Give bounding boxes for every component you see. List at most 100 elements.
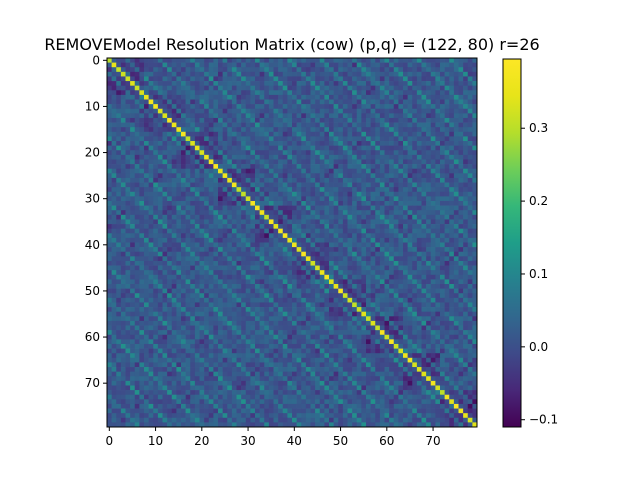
heatmap-cell — [449, 173, 455, 179]
heatmap-cell — [153, 297, 159, 303]
heatmap-cell — [393, 58, 399, 63]
heatmap-cell — [111, 256, 117, 262]
heatmap-cell — [148, 260, 154, 266]
heatmap-cell — [185, 136, 191, 142]
heatmap-cell — [255, 251, 260, 257]
heatmap-cell — [107, 104, 112, 110]
heatmap-cell — [134, 90, 140, 96]
heatmap-cell — [435, 104, 441, 110]
heatmap-cell — [379, 311, 385, 317]
heatmap-cell — [319, 173, 325, 179]
heatmap-cell — [287, 224, 293, 230]
heatmap-cell — [403, 90, 408, 96]
heatmap-cell — [116, 182, 122, 188]
heatmap-cell — [194, 67, 200, 73]
heatmap-cell — [241, 90, 247, 96]
heatmap-cell — [398, 320, 404, 326]
heatmap-cell — [324, 150, 330, 156]
heatmap-cell — [273, 205, 279, 211]
heatmap-cell — [305, 307, 311, 313]
heatmap-cell — [125, 325, 131, 331]
heatmap-cell — [440, 108, 445, 114]
heatmap-cell — [107, 210, 112, 216]
heatmap-cell — [347, 260, 353, 266]
heatmap-cell — [384, 62, 390, 68]
heatmap-cell — [116, 256, 122, 262]
heatmap-cell — [444, 325, 450, 331]
heatmap-cell — [231, 284, 237, 289]
heatmap-cell — [125, 307, 131, 313]
heatmap-cell — [194, 168, 200, 174]
heatmap-cell — [356, 76, 362, 82]
heatmap-cell — [430, 265, 436, 271]
heatmap-cell — [222, 260, 228, 266]
heatmap-cell — [319, 136, 325, 142]
heatmap-cell — [310, 334, 316, 340]
heatmap-cell — [393, 307, 399, 313]
heatmap-cell — [463, 85, 469, 91]
heatmap-cell — [384, 81, 390, 87]
heatmap-cell — [458, 293, 464, 299]
heatmap-cell — [199, 210, 205, 216]
heatmap-cell — [458, 90, 464, 96]
heatmap-cell — [218, 94, 223, 100]
heatmap-cell — [319, 233, 325, 239]
heatmap-cell — [342, 200, 348, 206]
heatmap-cell — [440, 67, 445, 73]
heatmap-cell — [463, 182, 469, 188]
heatmap-cell — [366, 293, 371, 299]
heatmap-cell — [227, 173, 233, 179]
heatmap-cell — [338, 108, 344, 114]
heatmap-cell — [375, 187, 381, 193]
heatmap-cell — [241, 108, 247, 114]
heatmap-cell — [199, 168, 205, 174]
heatmap-cell — [181, 320, 186, 326]
heatmap-cell — [144, 191, 149, 197]
heatmap-cell — [472, 71, 478, 77]
heatmap-cell — [292, 325, 297, 331]
heatmap-cell — [264, 214, 270, 220]
heatmap-cell — [430, 297, 436, 303]
heatmap-cell — [333, 200, 339, 206]
heatmap-cell — [194, 62, 200, 68]
heatmap-cell — [453, 284, 459, 289]
heatmap-cell — [222, 177, 228, 183]
heatmap-cell — [171, 196, 177, 202]
heatmap-cell — [120, 233, 126, 239]
heatmap-cell — [255, 224, 260, 230]
heatmap-cell — [157, 62, 163, 68]
heatmap-cell — [403, 288, 408, 294]
heatmap-cell — [250, 242, 256, 248]
heatmap-cell — [236, 67, 242, 73]
heatmap-cell — [107, 131, 112, 137]
heatmap-cell — [305, 90, 311, 96]
heatmap-cell — [250, 108, 256, 114]
heatmap-cell — [190, 270, 196, 276]
heatmap-cell — [287, 219, 293, 225]
heatmap-cell — [366, 117, 371, 123]
heatmap-cell — [181, 196, 186, 202]
heatmap-cell — [403, 339, 408, 345]
heatmap-cell — [287, 76, 293, 82]
heatmap-cell — [361, 274, 367, 280]
heatmap-cell — [144, 108, 149, 114]
heatmap-cell — [125, 168, 131, 174]
heatmap-cell — [352, 288, 358, 294]
heatmap-cell — [227, 330, 233, 336]
heatmap-cell — [125, 339, 131, 345]
heatmap-cell — [213, 200, 219, 206]
heatmap-cell — [319, 270, 325, 276]
heatmap-cell — [139, 343, 145, 349]
heatmap-cell — [268, 168, 274, 174]
heatmap-cell — [467, 302, 473, 308]
heatmap-cell — [393, 260, 399, 266]
heatmap-cell — [412, 99, 418, 105]
heatmap-cell — [384, 136, 390, 142]
heatmap-cell — [171, 164, 177, 170]
heatmap-cell — [134, 270, 140, 276]
heatmap-cell — [139, 320, 145, 326]
heatmap-cell — [194, 320, 200, 326]
heatmap-cell — [375, 67, 381, 73]
heatmap-cell — [199, 339, 205, 345]
heatmap-cell — [153, 330, 159, 336]
